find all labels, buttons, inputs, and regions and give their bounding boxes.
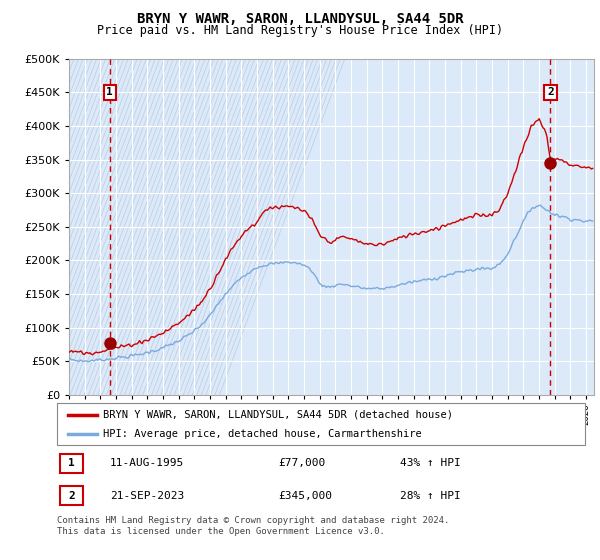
Text: £345,000: £345,000	[279, 491, 333, 501]
FancyBboxPatch shape	[57, 403, 585, 445]
Text: 2: 2	[68, 491, 75, 501]
Text: BRYN Y WAWR, SARON, LLANDYSUL, SA44 5DR (detached house): BRYN Y WAWR, SARON, LLANDYSUL, SA44 5DR …	[103, 409, 454, 419]
Text: Contains HM Land Registry data © Crown copyright and database right 2024.
This d: Contains HM Land Registry data © Crown c…	[57, 516, 449, 536]
Text: 28% ↑ HPI: 28% ↑ HPI	[400, 491, 461, 501]
Text: £77,000: £77,000	[279, 459, 326, 469]
Text: BRYN Y WAWR, SARON, LLANDYSUL, SA44 5DR: BRYN Y WAWR, SARON, LLANDYSUL, SA44 5DR	[137, 12, 463, 26]
Text: 1: 1	[68, 459, 75, 469]
Text: 2: 2	[547, 87, 554, 97]
FancyBboxPatch shape	[59, 486, 83, 505]
Text: HPI: Average price, detached house, Carmarthenshire: HPI: Average price, detached house, Carm…	[103, 429, 422, 439]
Text: 11-AUG-1995: 11-AUG-1995	[110, 459, 184, 469]
Text: Price paid vs. HM Land Registry's House Price Index (HPI): Price paid vs. HM Land Registry's House …	[97, 24, 503, 37]
FancyBboxPatch shape	[59, 454, 83, 473]
Text: 21-SEP-2023: 21-SEP-2023	[110, 491, 184, 501]
Text: 1: 1	[106, 87, 113, 97]
Text: 43% ↑ HPI: 43% ↑ HPI	[400, 459, 461, 469]
